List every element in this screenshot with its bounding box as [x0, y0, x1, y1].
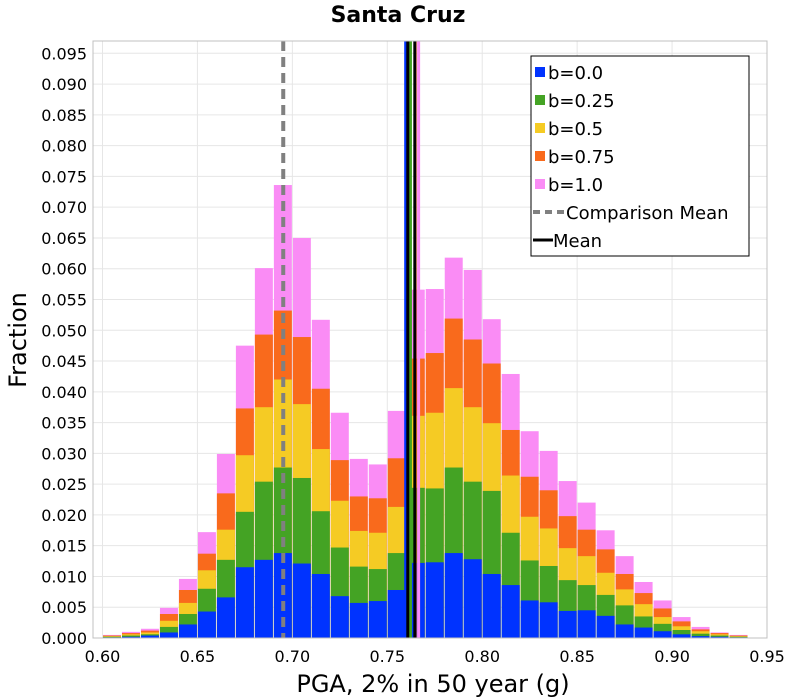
bar-b-0-0: [691, 636, 710, 638]
bar-b-0-25: [672, 629, 691, 638]
bar-b-0-0: [539, 602, 558, 638]
x-tick-label: 0.90: [654, 647, 690, 666]
chart-title: Santa Cruz: [331, 3, 466, 28]
y-tick-label: 0.010: [41, 567, 87, 586]
mean-lines: [281, 41, 421, 638]
bar-b-0-0: [197, 611, 216, 638]
x-axis-ticks: 0.60 0.65 0.70 0.75 0.80 0.85 0.90 0.95: [85, 647, 785, 666]
bar-b-0-0: [159, 632, 178, 638]
bar-b-0-0: [292, 563, 311, 638]
bar-b-0-0: [672, 634, 691, 638]
y-tick-label: 0.085: [41, 106, 87, 125]
bar-b-0-0: [121, 636, 140, 638]
y-tick-label: 0.025: [41, 475, 87, 494]
bar-b-0-25: [691, 633, 710, 638]
y-tick-label: 0.045: [41, 352, 87, 371]
y-tick-label: 0.065: [41, 229, 87, 248]
y-axis-ticks: 0.000 0.005 0.010 0.015 0.020 0.025 0.030 0.035…: [41, 44, 87, 648]
bar-b-0-0: [463, 559, 482, 638]
legend: b=0.0 b=0.25 b=0.5 b=0.75 b=1.0 Comparison Me…: [530, 55, 750, 257]
legend-swatch: [535, 179, 545, 189]
y-tick-label: 0.040: [41, 383, 87, 402]
x-tick-label: 0.95: [749, 647, 785, 666]
bar-b-0-0: [368, 601, 387, 638]
y-tick-label: 0.035: [41, 414, 87, 433]
y-tick-label: 0.070: [41, 198, 87, 217]
x-tick-label: 0.85: [559, 647, 595, 666]
y-tick-label: 0.060: [41, 260, 87, 279]
bar-b-0-0: [501, 585, 520, 638]
bar-b-0-0: [710, 636, 729, 638]
legend-swatch: [535, 151, 545, 161]
bar-b-0-0: [273, 553, 292, 638]
bar-b-0-0: [653, 631, 672, 638]
bar-b-0-0: [444, 553, 463, 638]
bar-b-0-0: [558, 610, 577, 638]
legend-swatch: [535, 67, 545, 77]
bar-b-0-0: [577, 610, 596, 638]
bar-b-0-0: [330, 596, 349, 638]
legend-label: b=0.5: [548, 119, 603, 140]
legend-label: b=0.75: [548, 147, 615, 168]
bar-b-0-0: [349, 602, 368, 638]
plot-area: [92, 40, 768, 639]
bar-b-0-0: [615, 624, 634, 638]
bar-b-0-0: [216, 597, 235, 638]
bar-b-0-0: [311, 573, 330, 638]
x-axis-title: PGA, 2% in 50 year (g): [296, 670, 569, 698]
y-tick-label: 0.015: [41, 537, 87, 556]
bar-b-0-0: [482, 573, 501, 638]
y-tick-label: 0.030: [41, 444, 87, 463]
legend-box: [530, 55, 750, 257]
x-tick-label: 0.65: [180, 647, 216, 666]
bar-b-0-0: [254, 559, 273, 638]
y-tick-label: 0.095: [41, 44, 87, 63]
y-tick-label: 0.050: [41, 321, 87, 340]
y-tick-label: 0.000: [41, 629, 87, 648]
legend-label: Mean: [553, 231, 602, 252]
y-axis-title: Fraction: [4, 292, 32, 388]
legend-label: Comparison Mean: [566, 203, 729, 224]
y-tick-label: 0.080: [41, 137, 87, 156]
y-tick-label: 0.020: [41, 506, 87, 525]
legend-swatch: [535, 95, 545, 105]
x-tick-label: 0.80: [464, 647, 500, 666]
bar-b-0-0: [387, 589, 406, 638]
bar-b-0-0: [425, 562, 444, 638]
y-tick-label: 0.055: [41, 290, 87, 309]
legend-swatch: [535, 123, 545, 133]
x-tick-label: 0.60: [85, 647, 121, 666]
legend-label: b=1.0: [548, 175, 603, 196]
bar-b-0-0: [520, 600, 539, 638]
legend-label: b=0.25: [548, 91, 615, 112]
y-tick-label: 0.075: [41, 167, 87, 186]
x-tick-label: 0.70: [275, 647, 311, 666]
bar-b-0-0: [235, 567, 254, 638]
legend-label: b=0.0: [548, 63, 603, 84]
bar-b-0-0: [596, 615, 615, 638]
bar-b-0-0: [634, 627, 653, 638]
y-tick-label: 0.090: [41, 75, 87, 94]
bar-b-0-0: [178, 624, 197, 638]
y-tick-label: 0.005: [41, 598, 87, 617]
bar-b-0-0: [140, 635, 159, 638]
x-tick-label: 0.75: [369, 647, 405, 666]
